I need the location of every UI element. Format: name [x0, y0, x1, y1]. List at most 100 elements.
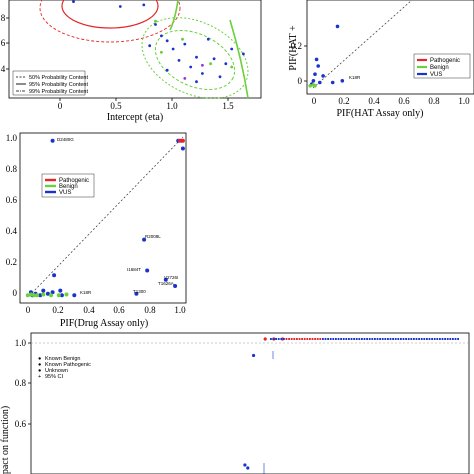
panel-a-point-0-1 [118, 5, 122, 8]
panel-d-plateau-mark-32 [353, 338, 355, 340]
panel-c-frame [19, 132, 187, 304]
panel-d-plateau-mark-55 [413, 338, 415, 340]
panel-d-plateau-mark-31 [350, 338, 353, 340]
panel-c-points [25, 138, 185, 298]
panel-d-point-0-2 [246, 466, 250, 470]
panel-d-plateau-mark-69 [449, 338, 452, 340]
panel-d-ylabel: pact on function) [0, 406, 11, 474]
panel-c-annot-i1684t: I1684T [127, 267, 141, 272]
panel-a-y-ticks: 8 6 4 [1, 13, 9, 74]
panel-d-plateau-mark-2 [275, 338, 277, 340]
panel-c-point-0-3 [163, 277, 168, 282]
panel-d-plateau-mark-52 [405, 338, 407, 340]
panel-d-plateau-mark-59 [423, 338, 426, 340]
panel-a-point-0-16 [148, 44, 152, 48]
panel-a-ytick-6: 6 [1, 38, 6, 48]
panel-b-y-ticks: 0.2 0 [291, 41, 307, 86]
panel-a-ytick-8: 8 [1, 13, 6, 23]
panel-b-x-ticks: 0 0.2 0.4 0.6 0.8 1.0 [312, 96, 470, 106]
panel-a-point-0-20 [195, 80, 198, 84]
panel-d-plateau-mark-64 [436, 338, 439, 340]
panel-a-points [72, 0, 245, 84]
panel-b-frame [306, 0, 474, 95]
panel-a-point-0-9 [195, 55, 198, 59]
panel-d-legend-unknown: Unknown [45, 368, 68, 374]
panel-d-plateau-mark-18 [316, 338, 319, 340]
panel-d-plateau-mark-3 [277, 338, 280, 340]
panel-a-point-0-10 [206, 37, 210, 41]
panel-a-xlabel: Intercept (eta) [107, 112, 163, 123]
panel-c-xtick-0: 0 [26, 305, 31, 315]
panel-a-xtick-1-5: 1.5 [222, 101, 234, 111]
panel-a: 50% Probability Content 95% Probability … [1, 0, 262, 123]
panel-c-point-1-7 [64, 292, 69, 297]
panel-c-point-0-0 [50, 138, 55, 143]
panel-c-point-2-0 [177, 138, 182, 143]
panel-a-ellipse-red-solid [61, 0, 159, 29]
panel-d-plateau-mark-33 [355, 338, 358, 340]
panel-d-point-1-0 [263, 337, 267, 341]
panel-c-point-1-4 [41, 292, 46, 297]
panel-c-legend-benign: Benign [59, 184, 78, 190]
panel-b-xtick-0: 0 [312, 96, 317, 106]
panel-c-annot-t1626a: T1626A [158, 281, 174, 286]
panel-d-plateau-mark-26 [337, 338, 340, 340]
panel-d-plateau-mark-43 [381, 338, 384, 340]
panel-d-plateau-mark-19 [319, 338, 322, 340]
panel-d-plateau-mark-67 [444, 338, 446, 340]
panel-c-xtick-0-2: 0.2 [52, 305, 63, 315]
panel-b-xtick-1-0: 1.0 [458, 96, 470, 106]
panel-d-plateau-mark-34 [358, 338, 361, 340]
panel-c-legend: Pathogenic Benign VUS [41, 173, 95, 198]
panel-c-annot-r2008l: R2008L [145, 234, 161, 239]
panel-d-plateau-mark-37 [366, 338, 368, 340]
panel-d-plateau-mark-12 [301, 338, 303, 340]
panel-c-annot-d2480g: D2480G [57, 137, 74, 142]
panel-c-point-1-2 [32, 293, 36, 298]
panel-c-point-2-1 [180, 138, 185, 143]
panel-d-plateau-mark-10 [296, 338, 298, 340]
panel-a-frame [8, 0, 262, 99]
panel-d-legend-ci: 95% CI [45, 374, 64, 380]
panel-b-ytick-0: 0 [298, 76, 303, 86]
panel-c-xtick-1-0: 1.0 [174, 305, 186, 315]
panel-a-point-0-7 [183, 42, 187, 46]
panel-d-plateau-mark-56 [415, 338, 418, 340]
panel-d-frame [30, 332, 470, 474]
panel-a-point-0-14 [201, 72, 204, 75]
panel-c-annotations: D2480G R2008L I1684T V2726I T1626A T1300… [57, 137, 178, 295]
panel-c-y-ticks: 0 0.2 0.4 0.6 0.8 1.0 [6, 133, 18, 298]
panel-d-plateau-mark-30 [348, 338, 350, 340]
panel-d-plateau-mark-39 [371, 338, 374, 340]
panel-b-xtick-0-4: 0.4 [368, 96, 380, 106]
panel-b-diagonal [312, 0, 413, 89]
panel-c-legend-vus: VUS [59, 190, 71, 196]
panel-a-legend-label-3: 99% Probability Content [29, 89, 88, 95]
panel-a-point-0-5 [165, 39, 169, 43]
panel-a-point-1-4 [154, 19, 157, 23]
panel-a-point-1-3 [230, 65, 234, 69]
panel-d-plateau-mark-53 [407, 338, 410, 340]
panel-d-plateau-mark-1 [272, 338, 275, 340]
panel-c-point-1-3 [35, 293, 40, 298]
panel-d-plateau-mark-58 [420, 338, 423, 340]
panel-a-point-1-1 [181, 37, 184, 41]
panel-d-plateau-mark-5 [283, 338, 285, 340]
panel-c-ytick-0: 0 [13, 288, 18, 298]
panel-d-point-0-0 [252, 353, 256, 358]
panel-d-legend-swatch-benign: ● [38, 356, 41, 362]
panel-d-plateau-mark-65 [439, 338, 441, 340]
panel-a-point-2-0 [183, 77, 187, 80]
panel-a-point-0-4 [160, 34, 163, 38]
panel-a-curve-green-solid [229, 19, 249, 99]
panel-d-plateau-mark-48 [394, 338, 397, 340]
panel-c-xlabel: PIF(Drug Assay only) [60, 318, 148, 329]
panel-b-legend-benign: Benign [430, 65, 449, 71]
panel-b-legend: Pathogenic Benign VUS [413, 53, 471, 79]
panel-a-xtick-1-0: 1.0 [166, 101, 178, 111]
panel-a-point-1-2 [209, 62, 213, 66]
panel-c-point-0-1 [142, 237, 147, 242]
panel-b-point-0-1 [314, 57, 319, 62]
panel-c-legend-pathogenic: Pathogenic [59, 178, 89, 184]
